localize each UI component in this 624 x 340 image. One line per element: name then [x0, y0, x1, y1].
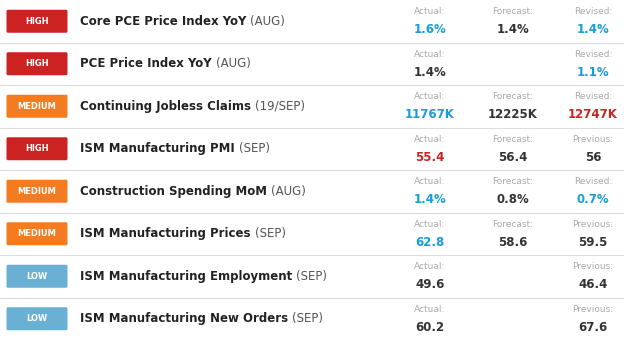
- Text: LOW: LOW: [26, 272, 47, 281]
- Text: 12747K: 12747K: [568, 108, 618, 121]
- Text: Forecast:: Forecast:: [492, 220, 534, 229]
- Text: 56.4: 56.4: [499, 151, 528, 164]
- Text: HIGH: HIGH: [25, 144, 49, 153]
- Text: Revised:: Revised:: [574, 7, 612, 16]
- Text: Actual:: Actual:: [414, 220, 446, 229]
- FancyBboxPatch shape: [6, 307, 67, 330]
- Text: 0.8%: 0.8%: [497, 193, 529, 206]
- Text: 59.5: 59.5: [578, 236, 608, 249]
- Text: (AUG): (AUG): [216, 57, 250, 70]
- Text: MEDIUM: MEDIUM: [17, 102, 56, 111]
- Text: Construction Spending MoM: Construction Spending MoM: [80, 185, 267, 198]
- Text: (AUG): (AUG): [271, 185, 306, 198]
- Text: Forecast:: Forecast:: [492, 7, 534, 16]
- Text: (SEP): (SEP): [296, 270, 327, 283]
- Text: 1.1%: 1.1%: [577, 66, 609, 79]
- Text: ISM Manufacturing Employment: ISM Manufacturing Employment: [80, 270, 292, 283]
- Text: MEDIUM: MEDIUM: [17, 187, 56, 196]
- Text: Actual:: Actual:: [414, 305, 446, 314]
- Text: (AUG): (AUG): [250, 15, 285, 28]
- FancyBboxPatch shape: [6, 95, 67, 118]
- Text: HIGH: HIGH: [25, 17, 49, 26]
- Text: 46.4: 46.4: [578, 278, 608, 291]
- Text: Forecast:: Forecast:: [492, 135, 534, 144]
- Text: ISM Manufacturing Prices: ISM Manufacturing Prices: [80, 227, 250, 240]
- Text: 49.6: 49.6: [416, 278, 445, 291]
- Text: Actual:: Actual:: [414, 262, 446, 271]
- Text: (SEP): (SEP): [255, 227, 286, 240]
- Text: 62.8: 62.8: [416, 236, 445, 249]
- Text: 1.6%: 1.6%: [414, 23, 446, 36]
- Text: 67.6: 67.6: [578, 321, 608, 334]
- Text: Actual:: Actual:: [414, 135, 446, 144]
- Text: 58.6: 58.6: [499, 236, 528, 249]
- Text: 0.7%: 0.7%: [577, 193, 609, 206]
- Text: Core PCE Price Index YoY: Core PCE Price Index YoY: [80, 15, 246, 28]
- Text: 56: 56: [585, 151, 602, 164]
- Text: Revised:: Revised:: [574, 50, 612, 59]
- Text: MEDIUM: MEDIUM: [17, 229, 56, 238]
- Text: 11767K: 11767K: [405, 108, 455, 121]
- Text: (SEP): (SEP): [239, 142, 270, 155]
- FancyBboxPatch shape: [6, 180, 67, 203]
- Text: Actual:: Actual:: [414, 177, 446, 186]
- Text: 55.4: 55.4: [416, 151, 445, 164]
- Text: 1.4%: 1.4%: [414, 193, 446, 206]
- Text: (SEP): (SEP): [292, 312, 323, 325]
- Text: LOW: LOW: [26, 314, 47, 323]
- Text: Previous:: Previous:: [572, 135, 613, 144]
- Text: Revised:: Revised:: [574, 177, 612, 186]
- Text: Revised:: Revised:: [574, 92, 612, 101]
- Text: Actual:: Actual:: [414, 92, 446, 101]
- Text: Forecast:: Forecast:: [492, 177, 534, 186]
- Text: HIGH: HIGH: [25, 59, 49, 68]
- FancyBboxPatch shape: [6, 137, 67, 160]
- Text: PCE Price Index YoY: PCE Price Index YoY: [80, 57, 212, 70]
- Text: Previous:: Previous:: [572, 220, 613, 229]
- FancyBboxPatch shape: [6, 52, 67, 75]
- Text: Previous:: Previous:: [572, 305, 613, 314]
- Text: 12225K: 12225K: [488, 108, 538, 121]
- Text: (19/SEP): (19/SEP): [255, 100, 305, 113]
- Text: 60.2: 60.2: [416, 321, 444, 334]
- Text: ISM Manufacturing PMI: ISM Manufacturing PMI: [80, 142, 235, 155]
- FancyBboxPatch shape: [6, 265, 67, 288]
- Text: Previous:: Previous:: [572, 262, 613, 271]
- Text: Forecast:: Forecast:: [492, 92, 534, 101]
- Text: Continuing Jobless Claims: Continuing Jobless Claims: [80, 100, 251, 113]
- FancyBboxPatch shape: [6, 10, 67, 33]
- Text: ISM Manufacturing New Orders: ISM Manufacturing New Orders: [80, 312, 288, 325]
- Text: Actual:: Actual:: [414, 7, 446, 16]
- FancyBboxPatch shape: [6, 222, 67, 245]
- Text: 1.4%: 1.4%: [414, 66, 446, 79]
- Text: 1.4%: 1.4%: [577, 23, 610, 36]
- Text: Actual:: Actual:: [414, 50, 446, 59]
- Text: 1.4%: 1.4%: [497, 23, 529, 36]
